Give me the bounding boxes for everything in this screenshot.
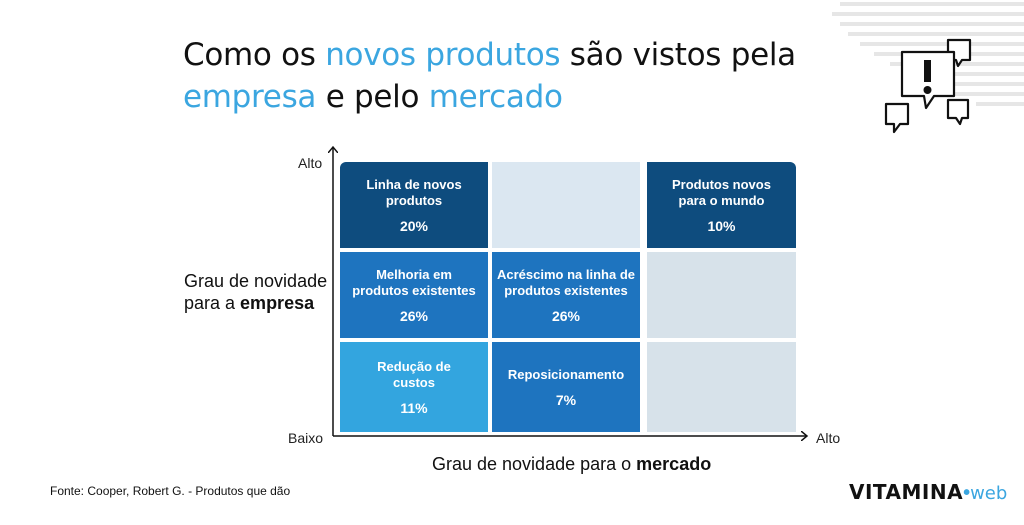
cell-label: Melhoria em produtos existentes <box>352 266 476 298</box>
title-highlight-mercado: mercado <box>428 79 563 115</box>
title-part-2: são vistos pela <box>560 37 796 73</box>
cell-empty-bottom-right <box>647 342 796 432</box>
vitamina-web-logo: VITAMINA • web <box>849 480 1007 505</box>
cell-label: Reposicionamento <box>507 366 625 382</box>
source-note: Fonte: Cooper, Robert G. - Produtos que … <box>50 484 291 498</box>
logo-web-text: web <box>970 483 1008 504</box>
x-axis-title: Grau de novidade para o mercado <box>432 454 711 475</box>
x-axis-high-label: Alto <box>816 430 841 446</box>
cell-empty-middle-right <box>647 252 796 338</box>
cell-melhoria-em-produtos-existentes: Melhoria em produtos existentes 26% <box>340 252 488 338</box>
cell-value: 26% <box>399 307 429 324</box>
x-axis-title-bold: mercado <box>636 454 712 474</box>
cell-reposicionamento: Reposicionamento 7% <box>492 342 640 432</box>
cell-value: 26% <box>551 307 581 324</box>
y-axis-title: Grau de novidade para a empresa <box>184 270 327 314</box>
cell-value: 10% <box>707 217 736 234</box>
alert-speech-bubbles-icon <box>884 38 972 134</box>
cell-reducao-de-custos: Redução de custos 11% <box>340 342 488 432</box>
cell-label: Redução de custos <box>377 358 451 390</box>
y-axis-low-label: Baixo <box>288 430 324 446</box>
cell-label: Linha de novos produtos <box>366 176 462 208</box>
cell-acrescimo-na-linha: Acréscimo na linha de produtos existente… <box>492 252 640 338</box>
x-axis-title-prefix: Grau de novidade para o <box>432 454 637 474</box>
cell-value: 20% <box>399 217 429 234</box>
cell-value: 7% <box>555 391 577 408</box>
title-highlight-empresa: empresa <box>183 79 317 115</box>
title-part-1: Como os <box>183 37 326 73</box>
y-axis-title-bold: empresa <box>240 293 315 313</box>
cell-value: 11% <box>400 399 428 416</box>
cell-empty-top-middle <box>492 162 640 248</box>
logo-dot: • <box>963 482 971 504</box>
y-axis-title-prefix: para a <box>184 293 241 313</box>
y-axis-title-line1: Grau de novidade <box>184 271 328 291</box>
cell-linha-de-novos-produtos: Linha de novos produtos 20% <box>340 162 488 248</box>
page-title: Como os novos produtos são vistos pela e… <box>183 34 796 118</box>
cell-produtos-novos-para-o-mundo: Produtos novos para o mundo 10% <box>647 162 796 248</box>
title-highlight-novos-produtos: novos produtos <box>325 37 561 73</box>
logo-main-text: VITAMINA <box>849 480 964 504</box>
y-axis-high-label: Alto <box>298 155 323 171</box>
cell-label: Produtos novos para o mundo <box>672 176 771 208</box>
cell-label: Acréscimo na linha de produtos existente… <box>497 266 635 298</box>
title-part-3: e pelo <box>316 79 429 115</box>
